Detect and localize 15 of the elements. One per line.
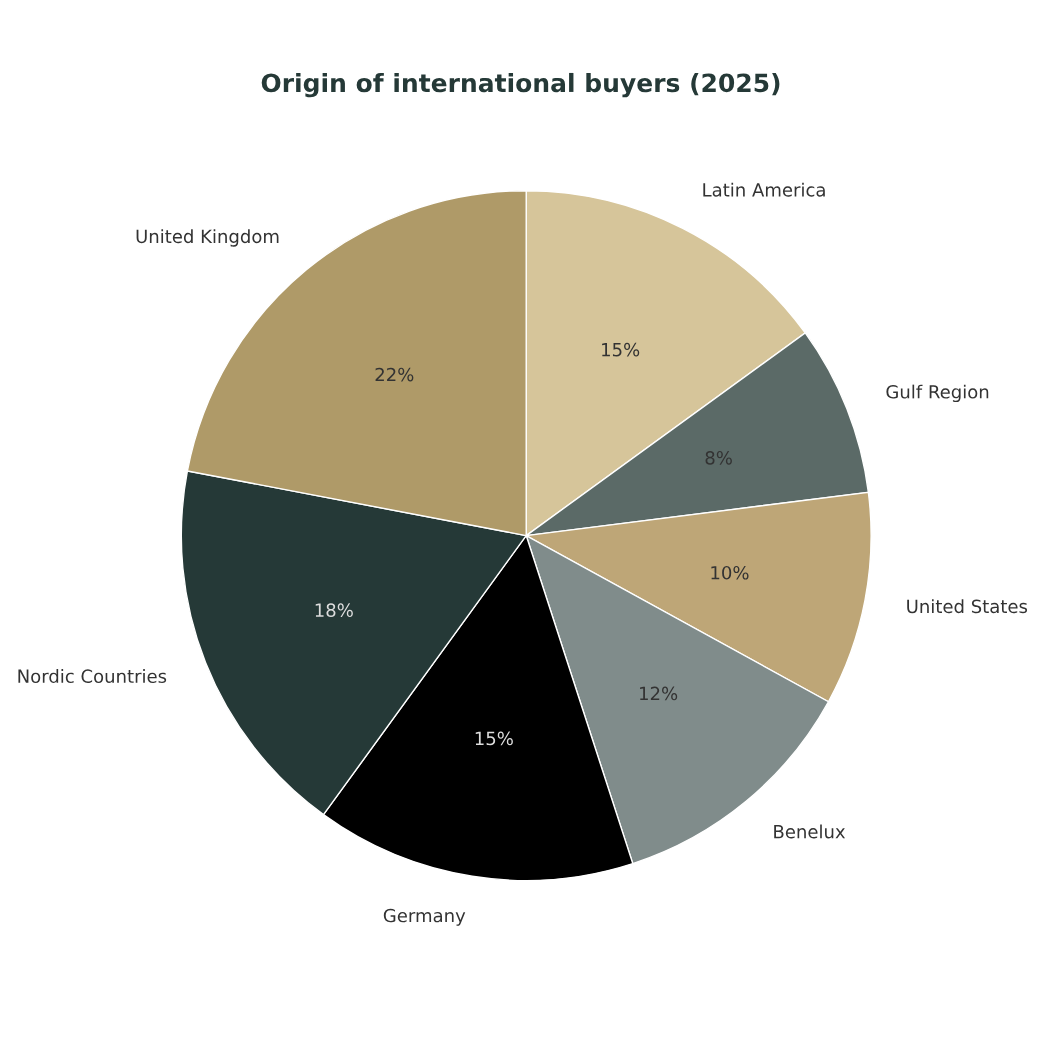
slice-label: Gulf Region	[886, 384, 989, 403]
data-label: 8%	[705, 450, 732, 465]
slice-label: United States	[907, 599, 1028, 614]
data-label: 15%	[475, 731, 513, 746]
slice-label: Nordic Countries	[18, 669, 167, 684]
slice-label: Benelux	[774, 824, 846, 839]
slice-label: Germany	[383, 908, 466, 926]
slice-label: United Kingdom	[136, 229, 279, 247]
data-label: 12%	[640, 686, 678, 701]
chart-title: Origin of international buyers (2025)	[261, 72, 780, 98]
data-label: 18%	[315, 603, 353, 618]
data-label: 22%	[375, 367, 414, 382]
slice-label: Latin America	[703, 182, 825, 197]
data-label: 10%	[711, 565, 749, 580]
data-label: 15%	[602, 342, 640, 357]
